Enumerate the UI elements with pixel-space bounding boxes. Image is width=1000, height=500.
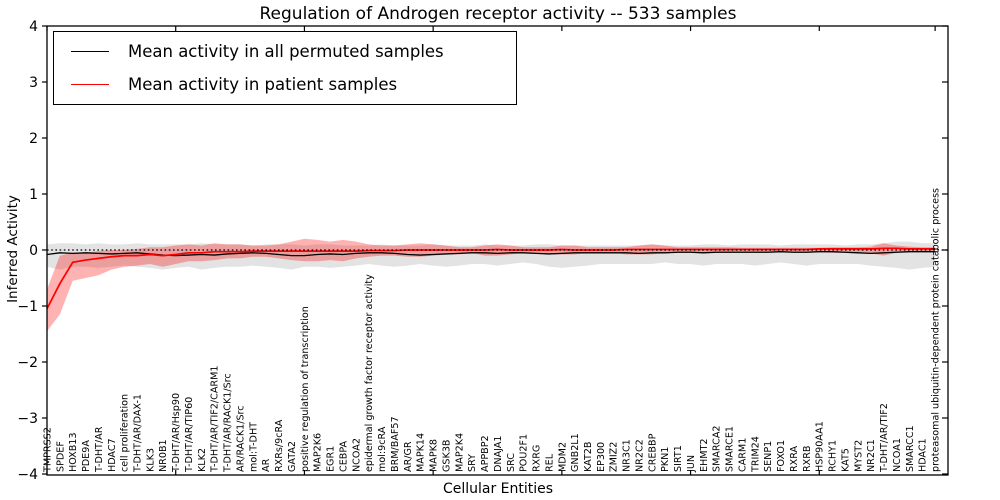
y-tick-label: −1 xyxy=(17,299,38,315)
x-tick-label: EP300 xyxy=(596,442,607,472)
x-tick-label: POU2F1 xyxy=(519,434,530,472)
x-tick-label: SENP1 xyxy=(763,441,774,472)
x-tick-label: T-DHT/AR/DAX-1 xyxy=(133,394,144,473)
x-tick-label: HSP90AA1 xyxy=(815,421,826,472)
x-tick-label: SRY xyxy=(467,454,478,472)
x-tick-label: RCHY1 xyxy=(828,440,839,472)
x-tick-label: MAPK14 xyxy=(416,433,427,472)
x-tick-label: T-DHT/AR/TIF2/CARM1 xyxy=(210,366,221,473)
x-tick-label: TRIM24 xyxy=(750,436,761,473)
permuted-mean-line xyxy=(46,251,936,257)
y-tick-label: 3 xyxy=(29,75,38,91)
x-tick-label: CEBPA xyxy=(338,440,349,472)
x-tick-label: PDE9A xyxy=(81,440,92,472)
chart-title: Regulation of Androgen receptor activity… xyxy=(259,4,737,24)
x-tick-label: mol:9cRA xyxy=(377,426,388,472)
x-tick-label: KLK3 xyxy=(145,448,156,472)
x-tick-label: KAT5 xyxy=(840,448,851,472)
x-tick-label: AR xyxy=(261,458,272,472)
x-tick-label: NR3C1 xyxy=(622,439,633,472)
x-tick-label: SMARCC1 xyxy=(905,425,916,472)
y-tick-label: −3 xyxy=(17,411,38,427)
legend: Mean activity in all permuted samples Me… xyxy=(53,31,517,105)
y-tick-label: 4 xyxy=(29,19,38,35)
x-tick-label: GNB2L1 xyxy=(570,433,581,472)
x-tick-label: T-DHT/AR/Hsp90 xyxy=(171,393,182,473)
x-tick-label: BRM/BAF57 xyxy=(390,416,401,472)
x-tick-label: RXRA xyxy=(789,445,800,472)
x-tick-label: FOXO1 xyxy=(776,440,787,472)
x-tick-label: TMPRSS2 xyxy=(42,427,53,473)
x-tick-label: T-DHT/AR/TIF2 xyxy=(879,403,890,473)
x-tick-label: MDM2 xyxy=(557,442,568,472)
x-tick-label: MAP2K6 xyxy=(313,433,324,472)
x-tick-label: MAPK8 xyxy=(429,439,440,472)
y-tick-label: 2 xyxy=(29,131,38,147)
x-tick-label: DNAJA1 xyxy=(493,436,504,472)
x-tick-label: NR2C2 xyxy=(634,439,645,472)
x-tick-label: AR/GR xyxy=(403,441,414,472)
x-tick-label: NCOA2 xyxy=(351,438,362,472)
legend-item-patient: Mean activity in patient samples xyxy=(54,72,516,96)
y-tick-label: 0 xyxy=(29,243,38,259)
x-tick-label: cell proliferation xyxy=(120,394,131,472)
patient-line-swatch xyxy=(71,83,109,85)
y-tick-label: −4 xyxy=(17,467,38,483)
legend-label: Mean activity in patient samples xyxy=(128,74,398,94)
x-tick-label: APPBP2 xyxy=(480,435,491,472)
x-tick-label: AR/RACK1/Src xyxy=(235,405,246,472)
x-tick-label: EGR1 xyxy=(326,446,337,472)
x-tick-label: GSK3B xyxy=(441,439,452,472)
x-tick-label: mol:T-DHT xyxy=(248,422,259,472)
x-tick-label: HDAC7 xyxy=(107,438,118,472)
y-tick-label: −2 xyxy=(17,355,38,371)
x-tick-label: NR2C1 xyxy=(866,439,877,472)
y-tick-label: 1 xyxy=(29,187,38,203)
x-tick-label: CARM1 xyxy=(737,438,748,472)
x-tick-label: SMARCA2 xyxy=(712,426,723,472)
x-tick-label: SIRT1 xyxy=(673,445,684,472)
x-tick-label: T-DHT/AR/RACK1/Src xyxy=(223,373,234,473)
x-tick-label: GATA2 xyxy=(287,441,298,472)
x-tick-label: MYST2 xyxy=(853,440,864,472)
x-tick-label: T-DHT/AR/TIP60 xyxy=(184,397,195,473)
x-tick-label: positive regulation of transcription xyxy=(300,306,311,472)
x-tick-label: HDAC1 xyxy=(918,438,929,472)
x-tick-label: RXRs/9cRA xyxy=(274,419,285,472)
x-tick-label: JUN xyxy=(686,455,697,473)
x-tick-label: HOXB13 xyxy=(68,432,79,472)
x-tick-label: NCOA1 xyxy=(892,438,903,472)
x-tick-label: proteasomal ubiquitin-dependent protein … xyxy=(931,188,942,472)
x-tick-label: EHMT2 xyxy=(699,438,710,472)
x-axis-label: Cellular Entities xyxy=(442,481,554,497)
x-tick-label: REL xyxy=(544,453,555,472)
x-tick-label: epidermal growth factor receptor activit… xyxy=(364,274,375,472)
x-tick-label: RXRB xyxy=(802,446,813,473)
x-tick-label: PKN1 xyxy=(660,447,671,472)
x-tick-label: MAP2K4 xyxy=(454,433,465,472)
permuted-line-swatch xyxy=(71,50,109,52)
x-tick-label: T-DHT/AR xyxy=(94,426,105,473)
legend-item-permuted: Mean activity in all permuted samples xyxy=(54,39,516,63)
x-tick-label: SPDEF xyxy=(55,441,66,472)
x-tick-label: RXRG xyxy=(532,445,543,472)
legend-label: Mean activity in all permuted samples xyxy=(128,41,444,61)
x-tick-label: KLK2 xyxy=(197,448,208,472)
x-tick-label: KAT2B xyxy=(583,442,594,473)
x-tick-label: SMARCE1 xyxy=(725,426,736,472)
x-tick-label: ZMIZ2 xyxy=(609,442,620,472)
x-tick-label: NR0B1 xyxy=(158,439,169,472)
x-tick-label: SRC xyxy=(506,453,517,472)
x-tick-label: CREBBP xyxy=(647,433,658,472)
